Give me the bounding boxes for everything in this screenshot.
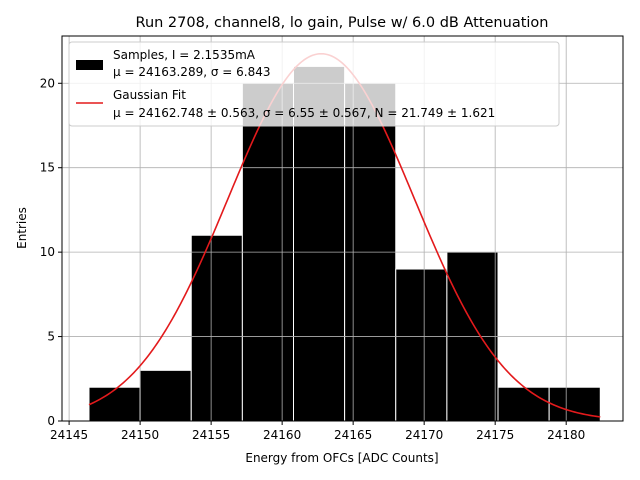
legend-swatch-samples [76,60,103,70]
x-ticks: 24145 24150 24155 24160 24165 24170 24175 24180 [50,421,585,442]
x-tick-label: 24150 [121,428,159,442]
x-tick-label: 24145 [50,428,88,442]
y-ticks: 0 5 10 15 20 [40,76,62,428]
x-tick-label: 24170 [405,428,443,442]
y-tick-label: 15 [40,161,55,175]
legend: Samples, I = 2.1535mA μ = 24163.289, σ =… [68,41,560,127]
y-tick-label: 10 [40,245,55,259]
legend-stats-samples: μ = 24163.289, σ = 6.843 [113,65,270,79]
y-tick-label: 5 [47,330,55,344]
legend-box [68,41,560,127]
x-tick-label: 24160 [263,428,301,442]
histogram-bar [395,268,448,422]
histogram-bar [190,234,243,422]
y-axis-label: Entries [15,207,29,249]
histogram-bar [139,369,192,422]
x-tick-label: 24155 [192,428,230,442]
legend-label-fit: Gaussian Fit [113,88,186,102]
plot-frame [61,35,624,422]
y-tick-label: 20 [40,76,55,90]
legend-label-samples: Samples, I = 2.1535mA [113,48,256,62]
x-tick-label: 24175 [476,428,514,442]
chart-title: Run 2708, channel8, lo gain, Pulse w/ 6.… [136,15,549,31]
x-tick-label: 24180 [547,428,585,442]
x-tick-label: 24165 [334,428,372,442]
histogram-bar [497,386,550,422]
y-tick-label: 0 [47,414,55,428]
legend-params-fit: μ = 24162.748 ± 0.563, σ = 6.55 ± 0.567,… [113,106,495,120]
histogram-bar [88,386,141,422]
x-axis-label: Energy from OFCs [ADC Counts] [245,451,438,465]
